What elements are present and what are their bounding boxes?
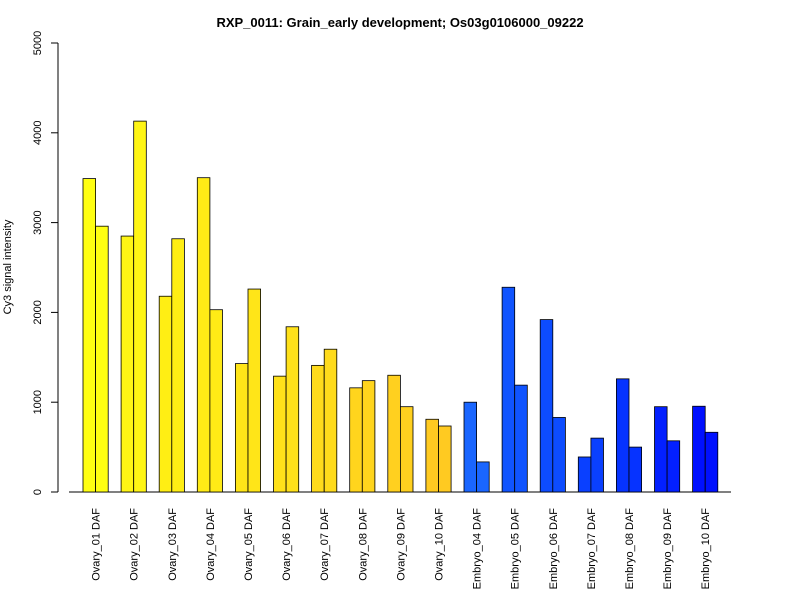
category-labels: Ovary_01 DAF Ovary_02 DAF Ovary_03 DAF Ovar… bbox=[91, 508, 713, 590]
bar bbox=[196, 177, 211, 493]
bar bbox=[577, 456, 592, 493]
bar bbox=[323, 348, 338, 493]
x-tick-label: Embryo_06 DAF bbox=[548, 508, 560, 590]
bar bbox=[501, 286, 516, 493]
bar bbox=[666, 440, 681, 493]
bar bbox=[285, 326, 300, 493]
bar bbox=[616, 378, 630, 493]
bar bbox=[95, 225, 109, 493]
y-tick-label: 3000 bbox=[32, 210, 44, 234]
x-tick-label: Ovary_04 DAF bbox=[205, 508, 217, 581]
bar bbox=[361, 380, 376, 493]
bar bbox=[234, 363, 249, 493]
y-tick-label: 0 bbox=[32, 489, 44, 495]
bar bbox=[311, 364, 325, 493]
bar bbox=[120, 235, 135, 493]
bar bbox=[590, 437, 604, 493]
bar bbox=[133, 120, 147, 493]
x-tick-label: Ovary_05 DAF bbox=[243, 508, 255, 581]
x-tick-label: Ovary_01 DAF bbox=[91, 508, 103, 581]
x-tick-label: Ovary_09 DAF bbox=[395, 508, 407, 581]
bar bbox=[552, 417, 566, 493]
bar bbox=[539, 319, 554, 493]
y-tick-label: 5000 bbox=[32, 31, 44, 55]
bar bbox=[476, 461, 490, 493]
x-tick-label: Ovary_03 DAF bbox=[167, 508, 179, 581]
bar bbox=[387, 374, 401, 493]
y-tick-label: 1000 bbox=[32, 390, 44, 414]
bar bbox=[273, 375, 287, 493]
y-axis-label: Cy3 signal intensity bbox=[2, 219, 14, 314]
bar bbox=[247, 288, 262, 493]
bars-group bbox=[82, 120, 719, 493]
y-tick-label: 2000 bbox=[32, 300, 44, 324]
bar bbox=[82, 178, 97, 493]
bar bbox=[692, 405, 706, 493]
chart-title: RXP_0011: Grain_early development; Os03g… bbox=[216, 15, 583, 30]
x-tick-label: Ovary_02 DAF bbox=[129, 508, 141, 581]
y-axis: 0 1000 2000 3000 4000 5000 bbox=[32, 31, 59, 495]
x-tick-label: Ovary_10 DAF bbox=[434, 508, 446, 581]
bar bbox=[438, 425, 452, 493]
x-tick-label: Embryo_05 DAF bbox=[510, 508, 522, 590]
x-tick-label: Embryo_04 DAF bbox=[472, 508, 484, 590]
bar bbox=[209, 309, 223, 493]
bar bbox=[349, 387, 363, 493]
bar bbox=[514, 384, 528, 493]
bar bbox=[399, 406, 414, 493]
bar bbox=[425, 418, 439, 493]
bar bbox=[628, 446, 643, 493]
x-tick-label: Embryo_08 DAF bbox=[624, 508, 636, 590]
bar bbox=[158, 295, 173, 493]
bar bbox=[463, 401, 478, 493]
y-tick-label: 4000 bbox=[32, 121, 44, 145]
x-tick-label: Ovary_06 DAF bbox=[281, 508, 293, 581]
x-tick-label: Ovary_07 DAF bbox=[319, 508, 331, 581]
bar bbox=[654, 406, 668, 493]
x-tick-label: Ovary_08 DAF bbox=[357, 508, 369, 581]
x-tick-label: Embryo_07 DAF bbox=[586, 508, 598, 590]
bar bbox=[704, 431, 719, 493]
bar bbox=[171, 238, 185, 493]
x-tick-label: Embryo_09 DAF bbox=[662, 508, 674, 590]
x-tick-label: Embryo_10 DAF bbox=[700, 508, 712, 590]
